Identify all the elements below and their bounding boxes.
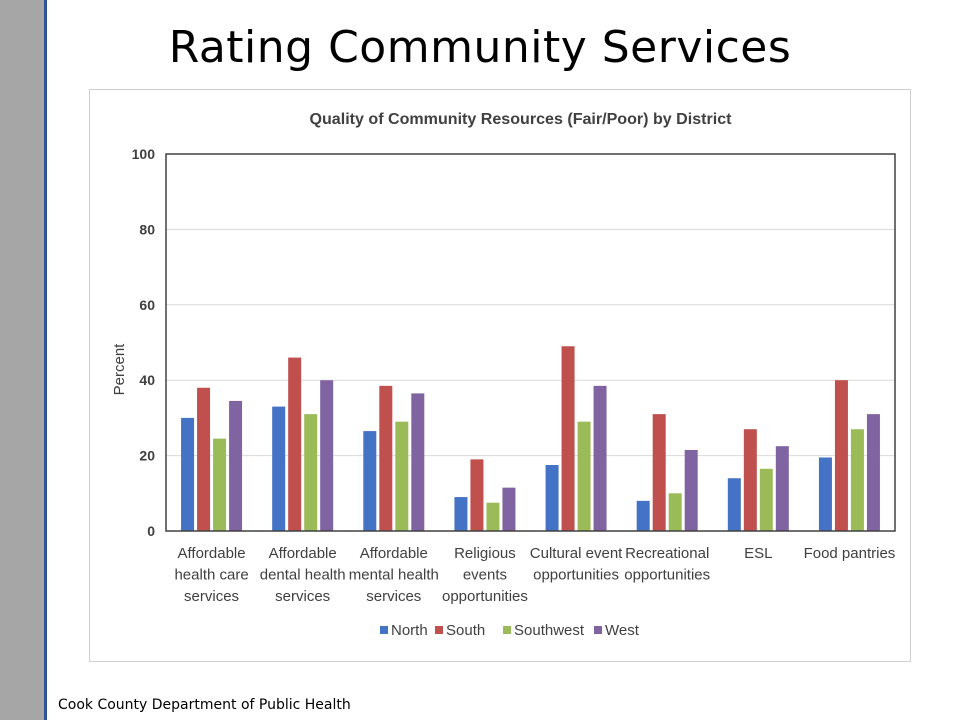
legend-label: West (605, 622, 640, 639)
bar-southwest (395, 421, 409, 531)
x-category-label: Affordable (178, 545, 246, 562)
legend-swatch (380, 626, 388, 634)
bar-north (727, 478, 741, 531)
plot-area-border (165, 153, 896, 532)
bar-southwest (304, 414, 318, 531)
x-category-label: Recreational (625, 545, 709, 562)
bar-south (288, 357, 302, 531)
bar-south (197, 387, 211, 531)
y-tick-label: 40 (139, 372, 155, 388)
sidebar-accent-bar (0, 0, 47, 720)
bar-north (272, 406, 286, 531)
bar-west (775, 446, 789, 531)
y-tick-label: 100 (132, 146, 156, 162)
bar-southwest (577, 421, 591, 531)
legend-swatch (435, 626, 443, 634)
y-tick-label: 0 (147, 523, 155, 539)
legend-label: North (391, 622, 428, 639)
legend-label: South (446, 622, 485, 639)
x-category-label: services (366, 588, 421, 605)
x-category-label: Affordable (269, 545, 337, 562)
bar-south (379, 385, 393, 531)
bar-west (866, 414, 880, 531)
x-category-label: Affordable (360, 545, 428, 562)
x-category-label: opportunities (442, 588, 528, 605)
legend-swatch (503, 626, 511, 634)
bar-south (652, 414, 666, 531)
x-category-label: opportunities (624, 567, 710, 584)
x-category-label: dental health (260, 567, 346, 584)
bar-southwest (213, 438, 227, 531)
x-category-label: services (275, 588, 330, 605)
bar-north (363, 431, 377, 531)
bar-north (181, 417, 195, 531)
bar-west (593, 385, 607, 531)
bar-west (502, 487, 516, 531)
bar-southwest (668, 493, 682, 531)
legend-swatch (594, 626, 602, 634)
legend-label: Southwest (514, 622, 585, 639)
bar-west (229, 400, 243, 531)
bar-west (411, 393, 425, 531)
bar-west (320, 380, 334, 531)
y-tick-label: 80 (139, 221, 155, 237)
bar-west (684, 449, 698, 531)
x-category-label: mental health (349, 567, 439, 584)
bar-chart: Quality of Community Resources (Fair/Poo… (111, 111, 896, 639)
y-tick-label: 20 (139, 448, 155, 464)
x-category-label: events (463, 567, 507, 584)
bar-southwest (759, 468, 773, 531)
x-category-label: Religious (454, 545, 516, 562)
bar-southwest (486, 502, 500, 531)
bar-south (743, 429, 757, 531)
y-tick-label: 60 (139, 297, 155, 313)
y-axis-label: Percent (111, 343, 128, 396)
x-category-label: Cultural event (530, 545, 623, 562)
bar-north (636, 500, 650, 531)
x-category-label: health care (174, 567, 248, 584)
x-category-label: Food pantries (804, 545, 896, 562)
chart-title: Quality of Community Resources (Fair/Poo… (310, 111, 733, 128)
bar-north (545, 465, 559, 531)
bar-south (470, 459, 484, 531)
x-category-label: ESL (744, 545, 772, 562)
bar-south (834, 380, 848, 531)
x-category-label: opportunities (533, 567, 619, 584)
footer-text: Cook County Department of Public Health (58, 697, 351, 713)
bar-north (454, 497, 468, 531)
slide-title: Rating Community Services (168, 22, 792, 73)
chart-frame: Quality of Community Resources (Fair/Poo… (89, 89, 911, 662)
x-category-label: services (184, 588, 239, 605)
bar-north (818, 457, 832, 531)
bar-south (561, 346, 575, 531)
bar-southwest (850, 429, 864, 531)
